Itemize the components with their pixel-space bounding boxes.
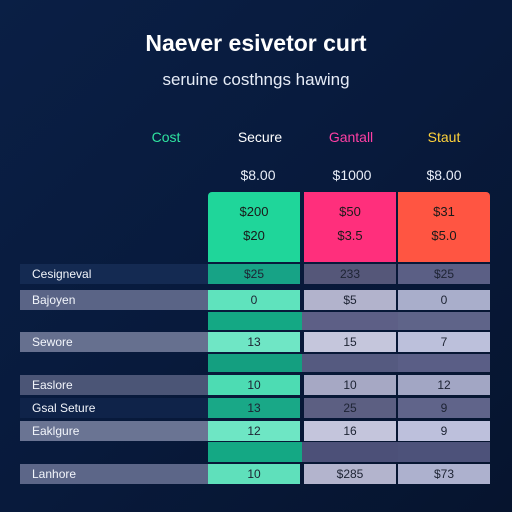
plan-value: $50 xyxy=(339,204,361,219)
cell-gantall: 25 xyxy=(304,398,396,418)
cell-staut: 0 xyxy=(398,290,490,310)
row-label: Bajoyen xyxy=(32,293,76,307)
row-label-background xyxy=(20,464,208,484)
plan-value: $5.0 xyxy=(431,228,457,243)
cell-staut: 7 xyxy=(398,332,490,352)
table-row[interactable]: Gsal Seture 13 25 9 xyxy=(20,398,490,418)
cell-gantall: 15 xyxy=(304,332,396,352)
cell-gantall: 233 xyxy=(304,264,396,284)
row-label: Sewore xyxy=(32,335,73,349)
row-label: Gsal Seture xyxy=(32,401,96,415)
cell-staut: $73 xyxy=(398,464,490,484)
table-row[interactable]: Bajoyen 0 $5 0 xyxy=(20,290,490,310)
cell-secure: 12 xyxy=(208,421,300,441)
row-label: Cesigneval xyxy=(32,267,92,281)
cell-gantall: $285 xyxy=(304,464,396,484)
row-label-background xyxy=(20,421,208,441)
column-header-cost: Cost xyxy=(151,129,181,145)
page-title: Naever esivetor curt xyxy=(145,30,367,56)
price-secure: $8.00 xyxy=(240,167,276,183)
row-divider xyxy=(208,312,490,330)
column-header-gantall: Gantall xyxy=(328,129,374,145)
table-row[interactable]: Sewore 13 15 7 xyxy=(20,332,490,352)
row-label-background xyxy=(20,264,208,284)
row-label-background xyxy=(20,290,208,310)
plan-card-staut[interactable]: $31 $5.0 xyxy=(398,192,490,262)
cell-secure: 13 xyxy=(208,332,300,352)
row-label: Eaklgure xyxy=(32,424,80,438)
price-gantall: $1000 xyxy=(332,167,372,183)
cell-secure: 10 xyxy=(208,375,300,395)
page-subtitle: seruine costhngs hawing xyxy=(162,70,350,89)
cell-gantall: $5 xyxy=(304,290,396,310)
row-divider xyxy=(208,354,490,372)
plan-card-gantall[interactable]: $50 $3.5 xyxy=(304,192,396,262)
cell-secure: 10 xyxy=(208,464,300,484)
plan-card-secure[interactable]: $200 $20 xyxy=(208,192,300,262)
table-row[interactable]: Eaklgure 12 16 9 xyxy=(20,421,490,441)
row-label-background xyxy=(20,375,208,395)
cell-gantall: 16 xyxy=(304,421,396,441)
table-row[interactable]: Easlore 10 10 12 xyxy=(20,375,490,395)
cell-secure: $25 xyxy=(208,264,300,284)
plan-value: $20 xyxy=(243,228,265,243)
cell-secure: 13 xyxy=(208,398,300,418)
plan-value: $3.5 xyxy=(337,228,363,243)
cell-staut: 12 xyxy=(398,375,490,395)
row-label: Lanhore xyxy=(32,467,77,481)
row-label: Easlore xyxy=(32,378,73,392)
table-row[interactable]: Cesigneval $25 233 $25 xyxy=(20,264,490,284)
plan-value: $31 xyxy=(433,204,455,219)
cell-staut: $25 xyxy=(398,264,490,284)
cell-staut: 9 xyxy=(398,398,490,418)
price-staut: $8.00 xyxy=(426,167,462,183)
cell-staut: 9 xyxy=(398,421,490,441)
column-header-secure: Secure xyxy=(237,129,283,145)
row-label-background xyxy=(20,332,208,352)
cell-gantall: 10 xyxy=(304,375,396,395)
cell-secure: 0 xyxy=(208,290,300,310)
row-divider xyxy=(208,442,490,462)
plan-value: $200 xyxy=(239,204,269,219)
row-label-background xyxy=(20,398,208,418)
table-row[interactable]: Lanhore 10 $285 $73 xyxy=(20,464,490,484)
column-header-staut: Staut xyxy=(427,129,461,145)
